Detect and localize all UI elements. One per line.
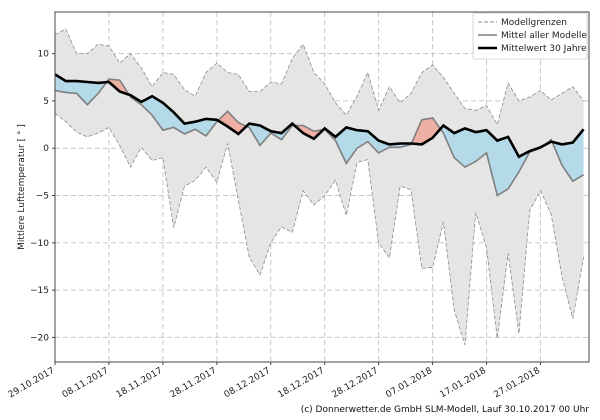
x-tick-label: 18.12.2017 xyxy=(277,366,327,400)
x-tick-label: 07.01.2018 xyxy=(384,366,434,401)
legend-label: Mittelwert 30 Jahre xyxy=(501,44,587,54)
y-tick-label: −15 xyxy=(30,286,49,296)
x-tick-label: 29.10.2017 xyxy=(7,366,57,400)
model-mean-line xyxy=(55,78,585,197)
copyright-footer: (c) Donnerwetter.de GmbH SLM-Modell, Lau… xyxy=(300,405,589,415)
legend: Modellgrenzen Mittel aller Modelle Mitte… xyxy=(472,12,588,60)
model-lower-limit-line xyxy=(55,112,584,346)
y-tick-label: 5 xyxy=(43,97,49,107)
model-upper-limit-line xyxy=(55,28,584,126)
legend-label: Mittel aller Modelle xyxy=(501,31,587,41)
plot-frame xyxy=(54,11,590,363)
legend-label: Modellgrenzen xyxy=(501,18,567,28)
model-range-band xyxy=(55,29,584,345)
colder-than-normal-area xyxy=(55,74,584,196)
climate-mean-line xyxy=(55,73,585,159)
x-tick-label: 28.11.2017 xyxy=(169,366,219,400)
x-tick-label: 18.11.2017 xyxy=(115,366,165,400)
x-tick-label: 28.12.2017 xyxy=(331,366,381,400)
x-tick-label: 08.11.2017 xyxy=(61,366,111,400)
y-axis-label: Mittlere Lufttemperatur [ ° ] xyxy=(17,124,27,250)
x-tick-label: 17.01.2018 xyxy=(438,366,488,401)
x-tick-label: 08.12.2017 xyxy=(223,366,273,400)
x-tick-label: 27.01.2018 xyxy=(492,366,542,401)
y-tick-label: 0 xyxy=(43,144,49,154)
y-tick-label: 10 xyxy=(38,50,50,60)
y-tick-label: −10 xyxy=(30,239,49,249)
y-tick-label: −5 xyxy=(36,192,49,202)
y-tick-label: −20 xyxy=(30,333,49,343)
